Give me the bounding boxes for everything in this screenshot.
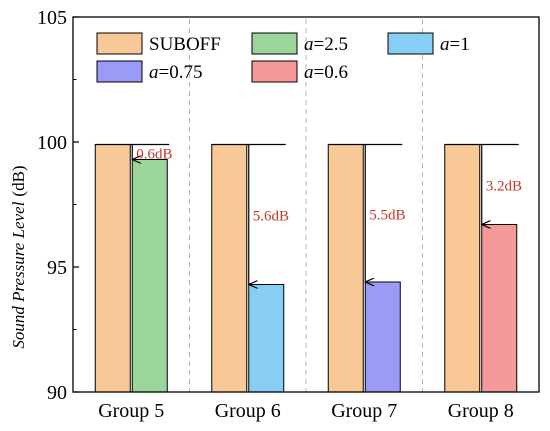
plot-area: 0.6dB Group 5 5.6dB Group 6 5.5dB Group 7 3.2d…: [37, 7, 540, 422]
difference-label: 5.6dB: [253, 209, 289, 225]
legend-label: a=2.5: [304, 34, 348, 55]
difference-label: 5.5dB: [369, 207, 405, 223]
legend-label: SUBOFF: [149, 34, 221, 55]
x-tick-label: Group 8: [448, 400, 514, 422]
x-tick-label: Group 5: [98, 400, 164, 422]
legend-swatch: [96, 32, 143, 55]
y-axis-label-main: Sound Pressure Level: [9, 201, 28, 348]
bar-suboff: [444, 144, 481, 393]
bar-suboff: [94, 144, 131, 393]
y-axis-label: Sound Pressure Level (dB): [9, 165, 28, 348]
bar-variant: [481, 224, 518, 393]
bar-variant: [364, 281, 401, 393]
y-axis-label-unit: (dB): [9, 165, 28, 196]
legend-label: a=0.6: [304, 62, 348, 83]
y-tick-label: 90: [47, 382, 67, 404]
bar-suboff: [327, 144, 364, 393]
y-tick-label: 100: [37, 132, 67, 154]
legend-swatch: [251, 60, 298, 83]
legend-swatch: [96, 60, 143, 83]
y-tick-label: 105: [37, 7, 67, 29]
bar-variant: [131, 159, 168, 393]
bar-suboff: [211, 144, 248, 393]
legend-swatch: [251, 32, 298, 55]
legend-label: a=1: [440, 34, 470, 55]
legend-label: a=0.75: [149, 62, 202, 83]
difference-label: 0.6dB: [136, 147, 172, 163]
legend-swatch: [387, 32, 434, 55]
x-tick-label: Group 7: [331, 400, 397, 422]
x-tick-label: Group 6: [215, 400, 281, 422]
y-tick-label: 95: [47, 257, 67, 279]
bar-variant: [248, 284, 285, 393]
difference-label: 3.2dB: [486, 179, 522, 195]
